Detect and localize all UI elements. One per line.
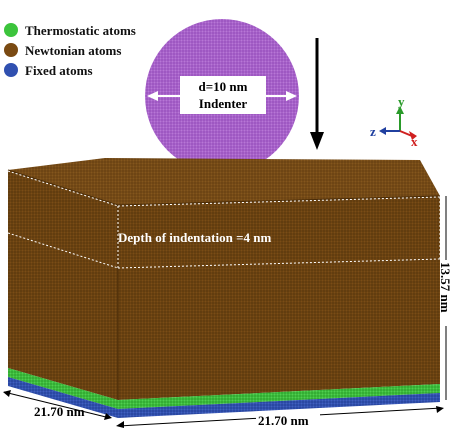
z-axis-arrow-icon [379,127,386,135]
bottom-width-label-bg [256,413,320,427]
axis-triad: y z x [370,94,418,149]
indenter-name-label: Indenter [199,96,248,111]
block-left-face [8,170,118,400]
legend-label-newtonian: Newtonian atoms [25,43,121,58]
z-axis-label: z [370,124,376,139]
width-dimensions: 21.70 nm 21.70 nm [3,390,444,428]
thermostatic-layer [8,368,440,409]
bottom-width-label: 21.70 nm [258,413,309,428]
legend-item-fixed: Fixed atoms [4,63,93,78]
legend-label-fixed: Fixed atoms [25,63,93,78]
substrate-block [7,158,441,418]
x-axis-arrow-icon [409,131,417,140]
depth-of-indentation-label: Depth of indentation =4 nm [118,230,271,245]
depth-side-bottom-dashed-line [7,232,119,269]
depth-top-dashed-line [117,196,441,207]
left-width-arrow-b-icon [104,413,112,420]
diameter-arrow-left-icon [147,91,158,101]
x-axis-label: x [411,134,418,149]
height-label: 13.57 nm [438,262,453,313]
diameter-arrow-right-icon [286,91,297,101]
left-width-label: 21.70 nm [34,404,85,419]
indenter: d=10 nm Indenter [145,19,299,173]
depth-bottom-dashed-line [117,258,441,269]
loading-arrow-icon [310,38,324,150]
y-axis-arrow-icon [396,106,404,114]
fixed-layer [8,377,440,418]
legend-item-newtonian: Newtonian atoms [4,43,121,58]
depth-side-top-dashed-line [7,170,119,207]
legend-label-thermostatic: Thermostatic atoms [25,23,136,38]
fixed-swatch-icon [4,63,18,77]
block-front-face [118,196,440,400]
bottom-width-arrow-b-icon [436,406,444,413]
newtonian-swatch-icon [4,43,18,57]
block-top-face [8,158,440,205]
bottom-width-arrow-a-icon [116,421,124,428]
left-width-line [3,391,111,419]
legend: Thermostatic atoms Newtonian atoms Fixed… [4,23,136,78]
y-axis-label: y [398,94,405,109]
left-width-arrow-a-icon [3,390,11,397]
thermostatic-swatch-icon [4,23,18,37]
indentation-depth-region: Depth of indentation =4 nm [7,170,441,269]
height-dimension: 13.57 nm [438,196,453,400]
indenter-label-box [180,76,266,114]
x-axis-line [399,130,413,137]
legend-item-thermostatic: Thermostatic atoms [4,23,136,38]
indenter-diameter-label: d=10 nm [199,79,248,94]
